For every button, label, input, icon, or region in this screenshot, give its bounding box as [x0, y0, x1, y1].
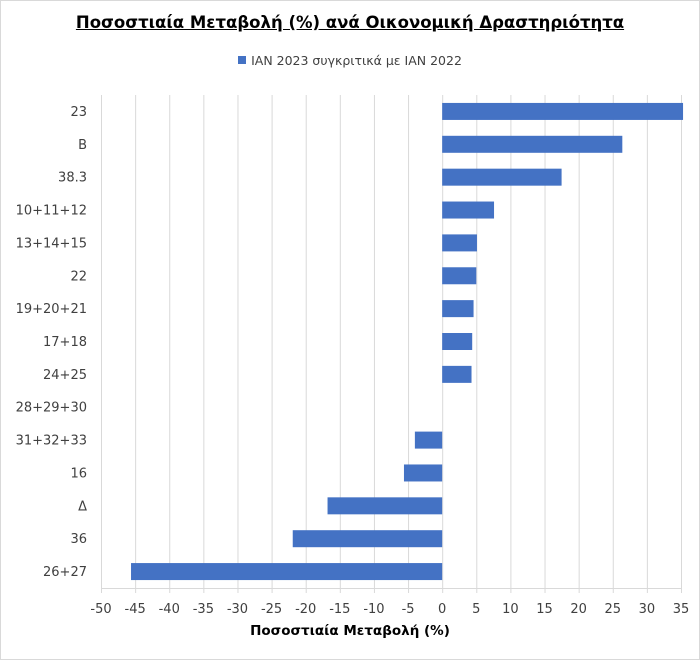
y-category-label: 13+14+15	[16, 236, 87, 251]
y-category-label: 26+27	[43, 565, 87, 580]
bars	[131, 102, 684, 581]
x-tick-label: 15	[536, 602, 553, 617]
x-tick-label: -15	[329, 602, 350, 617]
x-tick-label: -5	[402, 602, 415, 617]
y-category-label: 38.3	[58, 171, 87, 186]
legend: ΙΑΝ 2023 συγκριτικά με ΙΑΝ 2022	[1, 53, 699, 68]
bar	[414, 431, 443, 449]
bar	[442, 135, 623, 153]
y-category-label: 31+32+33	[16, 434, 87, 449]
y-category-label: 24+25	[43, 368, 87, 383]
legend-label: ΙΑΝ 2023 συγκριτικά με ΙΑΝ 2022	[251, 53, 462, 68]
x-tick-label: 35	[673, 602, 690, 617]
bar	[442, 267, 477, 285]
bar	[442, 168, 562, 186]
y-category-label: 23	[70, 105, 87, 120]
gridlines	[101, 95, 682, 593]
y-category-label: 28+29+30	[16, 401, 87, 416]
x-tick-label: 30	[639, 602, 656, 617]
bar	[442, 102, 684, 120]
x-tick-label: -50	[90, 602, 111, 617]
bar	[442, 365, 472, 383]
tick-labels: -50 -45 -40 -35 -30 -25 -20 -15 -10 -5 0 5 10 15 20 25 3…	[90, 602, 689, 617]
x-tick-label: -10	[363, 602, 384, 617]
bar	[442, 300, 474, 318]
bar	[292, 530, 443, 548]
bar	[131, 563, 443, 581]
y-category-label: Δ	[78, 499, 87, 514]
x-tick-label: -20	[295, 602, 316, 617]
x-axis-title: Ποσοστιαία Μεταβολή (%)	[250, 623, 450, 639]
x-tick-label: 10	[502, 602, 519, 617]
bar	[442, 201, 495, 219]
x-tick-label: -45	[125, 602, 146, 617]
x-tick-label: 0	[438, 602, 446, 617]
x-tick-label: -40	[159, 602, 180, 617]
legend-swatch	[238, 56, 247, 64]
chart-title: Ποσοστιαία Μεταβολή (%) ανά Οικονομική Δ…	[75, 13, 625, 32]
x-tick-label: -25	[261, 602, 282, 617]
bar	[442, 333, 473, 350]
y-category-label: Β	[78, 138, 87, 153]
x-tick-label: 20	[570, 602, 587, 617]
y-category-label: 22	[70, 269, 87, 284]
y-category-label: 19+20+21	[16, 302, 87, 317]
x-tick-label: -30	[227, 602, 248, 617]
x-tick-label: -35	[193, 602, 214, 617]
bar	[327, 497, 443, 515]
category-labels: 23 Β 38.3 10+11+12 13+14+15 22 19+20+21 17+18 24…	[16, 105, 88, 580]
x-tick-label: 5	[472, 602, 480, 617]
y-category-label: 36	[70, 532, 87, 547]
bar	[442, 234, 477, 252]
bar	[403, 464, 443, 482]
x-tick-label: 25	[604, 602, 621, 617]
y-category-label: 16	[70, 466, 87, 481]
y-category-label: 10+11+12	[16, 204, 87, 219]
y-category-label: 17+18	[43, 335, 87, 350]
